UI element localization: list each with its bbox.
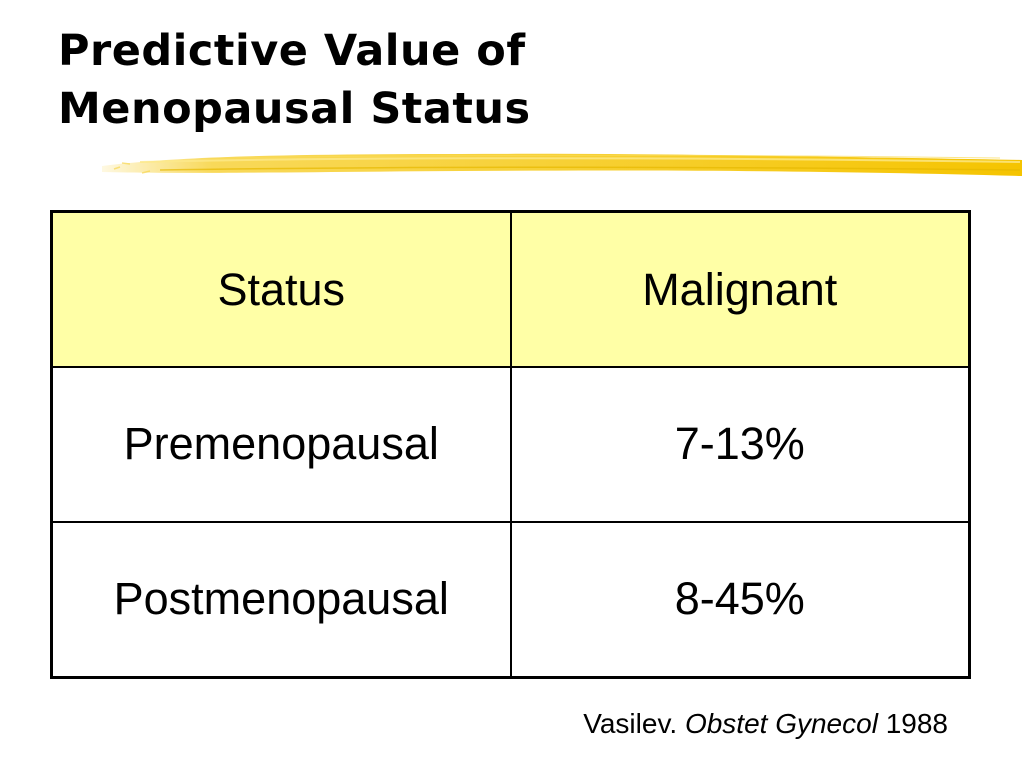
citation: Vasilev. Obstet Gynecol 1988: [583, 708, 948, 740]
table-header-row: Status Malignant: [50, 210, 971, 369]
table-row: Postmenopausal 8-45%: [50, 520, 971, 679]
table-row: Premenopausal 7-13%: [50, 366, 971, 523]
data-table: Status Malignant Premenopausal 7-13% Pos…: [50, 210, 971, 679]
malignant-cell: 8-45%: [509, 520, 971, 679]
highlighter-stroke: [102, 153, 1022, 176]
header-malignant: Malignant: [509, 210, 971, 369]
status-cell: Premenopausal: [50, 366, 512, 523]
header-status: Status: [50, 210, 512, 369]
citation-year: 1988: [885, 708, 948, 739]
citation-author: Vasilev.: [583, 708, 678, 739]
slide-title-line-2: Menopausal Status: [58, 84, 531, 134]
citation-journal: Obstet Gynecol: [684, 708, 878, 739]
slide-title-line-1: Predictive Value of: [58, 26, 526, 76]
status-cell: Postmenopausal: [50, 520, 512, 679]
malignant-cell: 7-13%: [509, 366, 971, 523]
slide-title: Predictive Value of Menopausal Status: [58, 22, 531, 138]
